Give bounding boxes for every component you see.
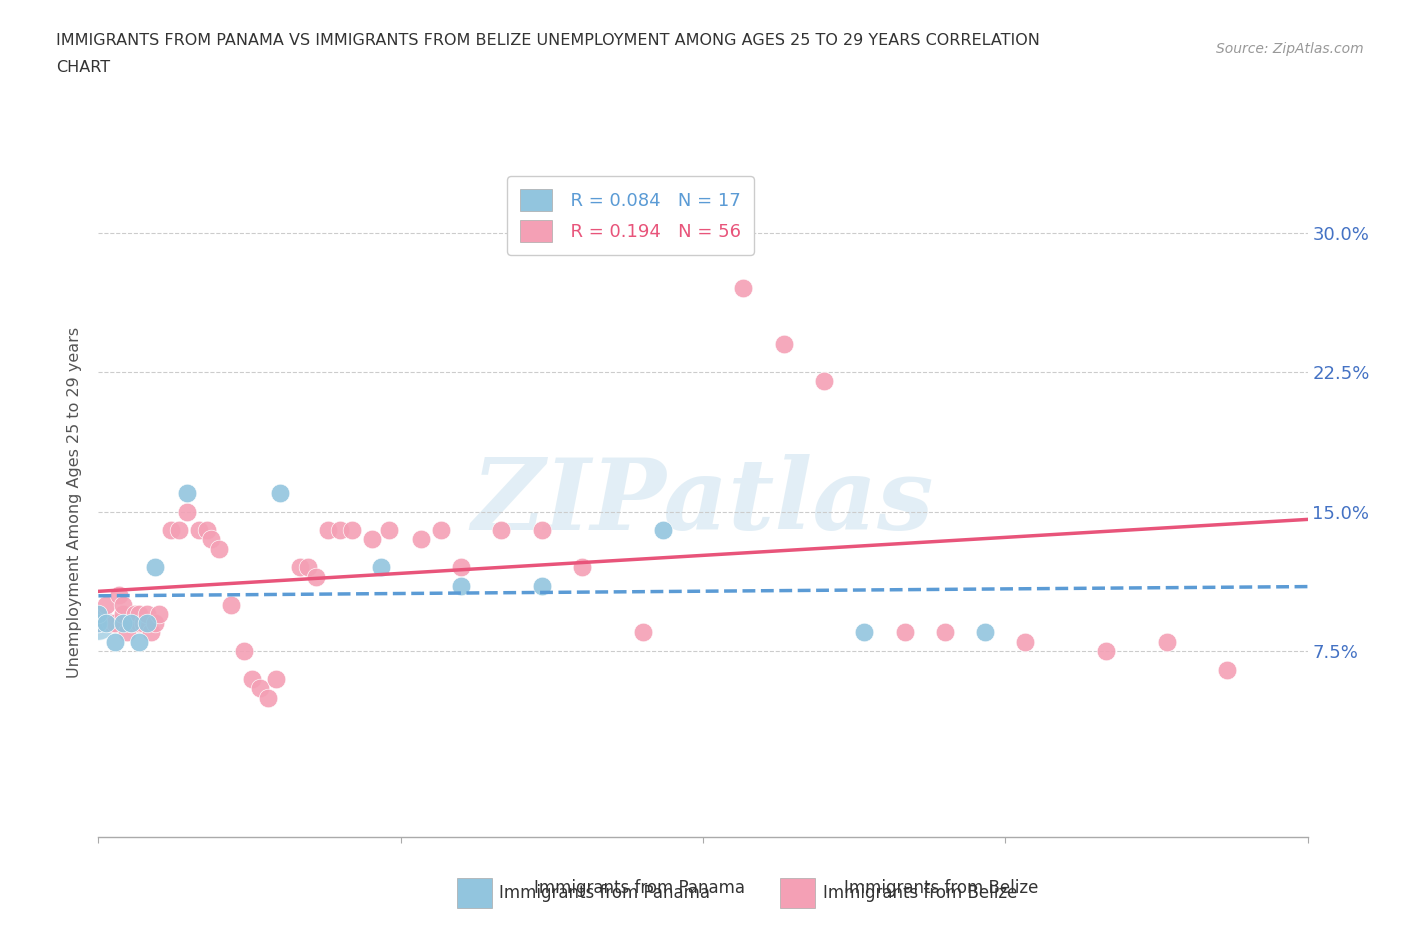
Point (974, 625, 997, 640)
Point (188, 523, 211, 538)
Point (87, 616, 110, 631)
Point (128, 616, 150, 631)
Point (143, 616, 166, 631)
Point (221, 597, 243, 612)
Point (111, 606, 134, 621)
Point (128, 634, 150, 649)
Point (256, 690, 278, 705)
Point (853, 625, 876, 640)
Point (135, 606, 157, 621)
Point (269, 485, 291, 500)
Point (87, 606, 110, 621)
Point (305, 569, 328, 584)
Point (530, 523, 553, 538)
Point (135, 616, 157, 631)
Point (530, 578, 553, 593)
Point (342, 523, 364, 538)
Point (176, 485, 198, 500)
Text: Source: ZipAtlas.com: Source: ZipAtlas.com (1216, 42, 1364, 56)
Point (772, 337, 794, 352)
Text: Immigrants from Belize: Immigrants from Belize (844, 879, 1038, 897)
Point (813, 374, 835, 389)
Point (143, 560, 166, 575)
Point (1216, 662, 1239, 677)
Point (288, 560, 311, 575)
Point (111, 597, 134, 612)
Point (176, 504, 198, 519)
Point (631, 625, 654, 640)
Point (87, 616, 110, 631)
Point (167, 523, 190, 538)
Point (934, 625, 956, 640)
Point (111, 616, 134, 631)
Point (491, 523, 513, 538)
Point (132, 616, 155, 631)
Point (107, 588, 129, 603)
Text: Immigrants from Belize: Immigrants from Belize (823, 884, 1017, 902)
Text: Immigrants from Panama: Immigrants from Panama (499, 884, 710, 902)
Point (87, 606, 110, 621)
Point (120, 616, 142, 631)
Point (96, 616, 118, 631)
Point (120, 616, 142, 631)
Y-axis label: Unemployment Among Ages 25 to 29 years: Unemployment Among Ages 25 to 29 years (67, 326, 83, 678)
Point (124, 606, 146, 621)
Point (370, 560, 392, 575)
Point (87, 616, 110, 631)
Point (103, 634, 125, 649)
Point (96, 597, 118, 612)
Point (651, 523, 673, 538)
Point (1156, 634, 1178, 649)
Point (249, 681, 271, 696)
Point (692, 206, 714, 221)
FancyBboxPatch shape (457, 878, 492, 908)
Point (208, 541, 231, 556)
Point (409, 532, 432, 547)
Point (100, 616, 122, 631)
Point (1014, 634, 1036, 649)
Point (297, 560, 319, 575)
Point (103, 616, 125, 631)
Point (195, 523, 218, 538)
Point (148, 606, 170, 621)
Point (450, 578, 472, 593)
Point (160, 523, 183, 538)
Point (377, 523, 399, 538)
Point (1095, 644, 1118, 658)
Point (316, 523, 339, 538)
Point (450, 560, 472, 575)
Legend:   R = 0.084   N = 17,   R = 0.194   N = 56: R = 0.084 N = 17, R = 0.194 N = 56 (508, 177, 754, 255)
Point (115, 625, 138, 640)
Point (430, 523, 453, 538)
Point (329, 523, 352, 538)
Point (733, 281, 755, 296)
Text: CHART: CHART (56, 60, 110, 75)
Point (361, 532, 384, 547)
Text: IMMIGRANTS FROM PANAMA VS IMMIGRANTS FROM BELIZE UNEMPLOYMENT AMONG AGES 25 TO 2: IMMIGRANTS FROM PANAMA VS IMMIGRANTS FRO… (56, 33, 1040, 47)
Point (232, 644, 254, 658)
Point (200, 532, 222, 547)
Text: Immigrants from Panama: Immigrants from Panama (534, 879, 745, 897)
Point (139, 625, 162, 640)
Point (128, 606, 150, 621)
Point (264, 671, 287, 686)
Text: ZIPatlas: ZIPatlas (472, 454, 934, 551)
Point (240, 671, 263, 686)
Point (571, 560, 593, 575)
FancyBboxPatch shape (780, 878, 815, 908)
Text: 3.0%: 3.0% (1263, 877, 1308, 896)
Text: 0.0%: 0.0% (98, 877, 143, 896)
Point (893, 625, 915, 640)
